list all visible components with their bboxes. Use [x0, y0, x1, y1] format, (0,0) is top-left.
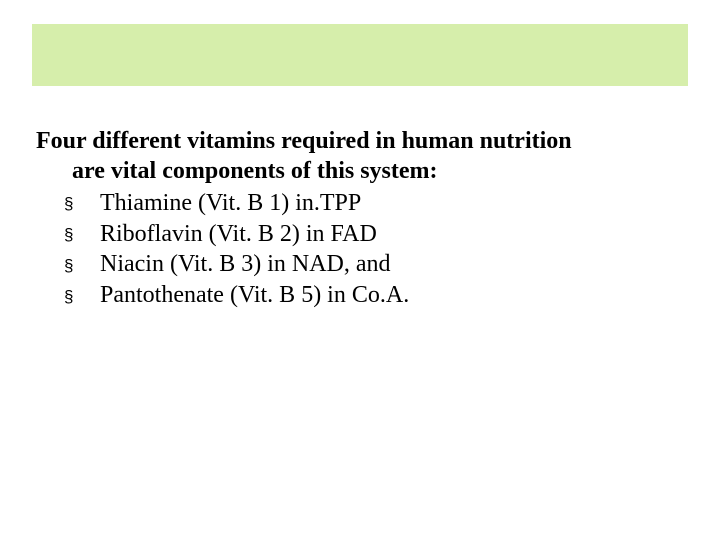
slide-content: Four different vitamins required in huma… — [36, 126, 684, 311]
list-item: § Riboflavin (Vit. B 2) in FAD — [36, 219, 684, 250]
bullet-list: § Thiamine (Vit. B 1) in.TPP § Riboflavi… — [36, 188, 684, 311]
bullet-text: Riboflavin (Vit. B 2) in FAD — [100, 221, 377, 247]
heading-line1: Four different vitamins required in huma… — [36, 128, 572, 154]
bullet-marker-icon: § — [64, 282, 73, 312]
heading: Four different vitamins required in huma… — [36, 126, 684, 186]
list-item: § Niacin (Vit. B 3) in NAD, and — [36, 249, 684, 280]
bullet-text: Thiamine (Vit. B 1) in.TPP — [100, 190, 361, 216]
list-item: § Pantothenate (Vit. B 5) in Co.A. — [36, 280, 684, 311]
heading-line2: are vital components of this system: — [36, 156, 684, 186]
bullet-marker-icon: § — [64, 189, 73, 219]
bullet-marker-icon: § — [64, 220, 73, 250]
list-item: § Thiamine (Vit. B 1) in.TPP — [36, 188, 684, 219]
bullet-text: Niacin (Vit. B 3) in NAD, and — [100, 251, 391, 277]
bullet-marker-icon: § — [64, 251, 73, 281]
bullet-text: Pantothenate (Vit. B 5) in Co.A. — [100, 282, 409, 308]
title-banner — [32, 24, 688, 86]
